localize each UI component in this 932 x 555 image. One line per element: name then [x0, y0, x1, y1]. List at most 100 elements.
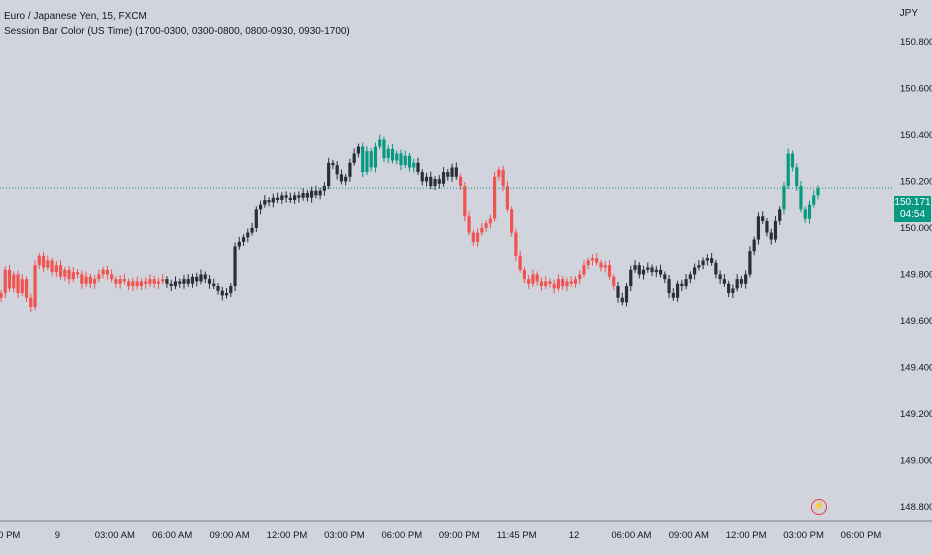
- candle-body: [471, 232, 475, 242]
- candle-body: [280, 195, 284, 201]
- candle-body: [161, 279, 165, 282]
- candle-body: [139, 281, 144, 287]
- candle-body: [790, 153, 795, 168]
- candle-body: [799, 186, 803, 210]
- candle-body: [212, 283, 216, 287]
- candle-body: [310, 190, 314, 198]
- candle-body: [744, 274, 748, 284]
- price-axis: 148.800 149.000 149.200 149.400 149.600 149.8…: [900, 37, 932, 513]
- candle-body: [756, 216, 761, 240]
- candle-body: [369, 151, 373, 168]
- candle-body: [612, 276, 616, 287]
- alert-bolt-icon[interactable]: ⚡: [811, 499, 827, 515]
- candle-body: [531, 274, 535, 284]
- candle-body: [301, 193, 305, 198]
- candle-body: [46, 260, 50, 268]
- candle-body: [488, 218, 492, 224]
- candle-body: [403, 155, 407, 166]
- candle-body: [454, 167, 458, 177]
- candle-body: [735, 279, 739, 289]
- candle-body: [522, 269, 526, 280]
- candle-body: [356, 146, 361, 154]
- candle-body: [544, 281, 548, 287]
- time-tick-label: 03:00 PM: [324, 530, 365, 541]
- candle-body: [705, 258, 709, 261]
- candle-body: [458, 176, 463, 187]
- candle-body: [233, 246, 237, 287]
- candle-body: [650, 267, 654, 273]
- candle-body: [373, 146, 378, 168]
- candle-body: [484, 223, 488, 228]
- candle-body: [420, 172, 424, 182]
- candle-body: [641, 269, 646, 275]
- price-tick-label: 150.600: [900, 83, 932, 94]
- candle-body: [773, 220, 778, 240]
- candle-body: [722, 279, 726, 284]
- candle-body: [569, 281, 573, 284]
- candle-body: [84, 276, 88, 284]
- candle-body: [110, 274, 114, 280]
- candle-body: [565, 281, 569, 287]
- candle-body: [148, 279, 152, 284]
- candle-body: [335, 165, 339, 175]
- candle-body: [127, 281, 131, 287]
- time-tick-label: 12: [569, 530, 580, 541]
- candle-body: [258, 204, 263, 210]
- time-tick-label: 9: [55, 530, 60, 541]
- candle-body: [446, 172, 450, 177]
- candle-body: [539, 281, 544, 287]
- time-tick-label: 09:00 PM: [0, 530, 20, 541]
- candle-body: [480, 227, 484, 233]
- price-tick-label: 149.200: [900, 409, 932, 420]
- price-tick-label: 150.800: [900, 37, 932, 48]
- candle-body: [505, 186, 509, 210]
- candle-body: [620, 297, 624, 303]
- candle-body: [501, 169, 505, 187]
- candle-body: [561, 279, 565, 287]
- candle-body: [663, 274, 667, 280]
- price-tick-label: 149.400: [900, 362, 932, 373]
- time-tick-label: 09:00 AM: [210, 530, 250, 541]
- candle-body: [727, 283, 731, 294]
- candle-body: [54, 265, 58, 273]
- candle-body: [552, 283, 556, 289]
- candle-body: [739, 279, 744, 284]
- last-price-badge: 150.171 04:54: [894, 196, 931, 222]
- candle-body: [190, 276, 195, 284]
- candle-body: [58, 265, 63, 277]
- candle-body: [675, 283, 680, 298]
- symbol-title[interactable]: Euro / Japanese Yen, 15, FXCM: [4, 11, 147, 22]
- time-tick-label: 09:00 AM: [669, 530, 709, 541]
- candle-body: [12, 274, 16, 289]
- candle-body: [288, 197, 292, 201]
- candle-body: [582, 265, 586, 275]
- indicator-label[interactable]: Session Bar Color (US Time) (1700-0300, …: [4, 26, 350, 37]
- candle-body: [241, 237, 246, 242]
- candle-body: [293, 195, 297, 201]
- time-tick-label: 12:00 PM: [267, 530, 308, 541]
- candle-body: [633, 265, 637, 270]
- candle-body: [156, 281, 161, 284]
- candle-body: [731, 288, 735, 294]
- candle-body: [24, 279, 29, 298]
- candle-body: [71, 272, 75, 280]
- candle-body: [203, 274, 207, 280]
- candle-body: [327, 162, 331, 187]
- candle-body: [88, 276, 92, 284]
- time-tick-label: 06:00 PM: [381, 530, 422, 541]
- candle-body: [629, 269, 633, 287]
- chart-legend: Euro / Japanese Yen, 15, FXCM Session Ba…: [4, 9, 350, 39]
- candle-body: [390, 148, 395, 161]
- candle-body: [518, 255, 522, 270]
- candle-body: [224, 293, 229, 296]
- candle-body: [395, 153, 399, 161]
- candle-body: [16, 274, 20, 294]
- price-tick-label: 149.600: [900, 316, 932, 327]
- time-tick-label: 12:00 PM: [726, 530, 767, 541]
- candle-body: [178, 281, 182, 284]
- candle-body: [778, 209, 782, 221]
- candle-body: [37, 255, 41, 266]
